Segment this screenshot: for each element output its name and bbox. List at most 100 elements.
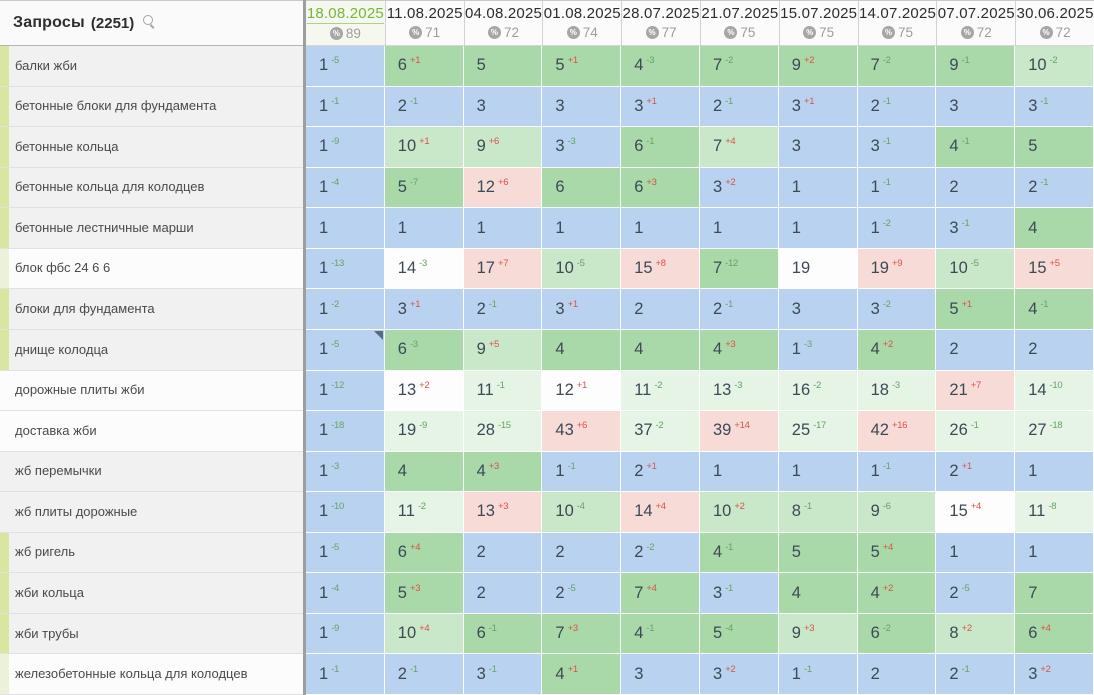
position-cell: 16 -2 <box>778 370 858 412</box>
position-value: 11 <box>1028 502 1046 521</box>
position-cell: 2 +1 <box>936 451 1016 493</box>
column-header: 18.08.2025% 89 <box>306 1 385 45</box>
keyword-cell[interactable]: бетонные кольца <box>0 127 303 168</box>
cell-corner-marker <box>373 330 383 340</box>
position-value: 3 <box>791 96 801 115</box>
queries-header: Запросы (2251) <box>0 0 303 46</box>
position-change: +1 <box>646 95 657 107</box>
position-value: 4 <box>634 340 644 359</box>
date-label[interactable]: 01.08.2025 <box>543 5 621 22</box>
position-cell: 1 -3 <box>306 451 385 493</box>
position-cell: 2 -5 <box>936 573 1016 614</box>
date-label[interactable]: 30.06.2025 <box>1016 5 1094 22</box>
position-cell: 1 -2 <box>857 208 937 249</box>
date-label[interactable]: 21.07.2025 <box>701 5 779 22</box>
position-value: 19 <box>397 421 417 440</box>
keyword-cell[interactable]: бетонные кольца для колодцев <box>0 167 303 209</box>
keyword-cell[interactable]: бетонные блоки для фундамента <box>0 86 303 128</box>
position-cell: 13 -3 <box>700 370 779 412</box>
position-value: 1 <box>791 340 801 359</box>
position-cell: 9 +6 <box>463 127 543 168</box>
search-icon[interactable] <box>143 14 156 28</box>
keyword-cell[interactable]: балки жби <box>0 46 303 87</box>
percent-icon: % <box>724 26 738 39</box>
position-value: 6 <box>397 340 407 359</box>
position-value: 42 <box>870 421 889 440</box>
percent-value: 75 <box>897 25 913 40</box>
percent-value: 89 <box>345 26 361 41</box>
position-value: 5 <box>476 56 486 75</box>
column-header: 21.07.2025% 75 <box>700 1 779 45</box>
position-cell: 7 -2 <box>700 46 779 87</box>
keyword-cell[interactable]: блоки для фундамента <box>0 289 303 330</box>
date-label[interactable]: 18.08.2025 <box>306 5 384 24</box>
position-change: -13 <box>331 258 345 270</box>
keyword-cell[interactable]: жб перемычки <box>0 451 303 493</box>
position-cell: 5 +4 <box>857 532 937 574</box>
position-change: +16 <box>891 420 908 432</box>
position-value: 39 <box>713 421 732 440</box>
position-value: 4 <box>1028 299 1038 318</box>
position-value: 4 <box>791 583 801 602</box>
position-value: 18 <box>870 380 889 399</box>
position-cell: 3 -1 <box>1015 86 1094 128</box>
position-change: +1 <box>803 95 815 107</box>
keyword-cell[interactable]: железобетонные кольца для колодцев <box>0 654 303 695</box>
position-change: -2 <box>417 501 426 513</box>
position-value: 1 <box>555 218 565 237</box>
position-cell: 11 -8 <box>1015 492 1094 533</box>
position-change: -1 <box>646 136 655 148</box>
date-label[interactable]: 11.08.2025 <box>386 5 463 22</box>
keyword-label: жби трубы <box>15 625 79 641</box>
position-cell: 6 +4 <box>384 532 464 574</box>
position-cell: 3 <box>542 86 622 128</box>
position-cell: 3 +1 <box>542 289 622 330</box>
position-value: 11 <box>397 502 415 521</box>
position-value: 2 <box>949 340 959 359</box>
keyword-cell[interactable]: днище колодца <box>0 329 303 371</box>
position-cell: 6 -3 <box>384 329 464 371</box>
position-cell: 4 -1 <box>1015 289 1094 330</box>
keyword-cell[interactable]: жби кольца <box>0 573 303 614</box>
visibility-percent: % 77 <box>645 25 677 40</box>
position-change: +3 <box>497 501 509 513</box>
position-change: +14 <box>734 420 750 432</box>
position-cell: 3 +2 <box>700 167 779 209</box>
position-cell: 3 -3 <box>542 127 622 168</box>
position-change: -2 <box>655 420 664 432</box>
percent-icon: % <box>1039 26 1053 39</box>
column-header: 30.06.2025% 72 <box>1015 1 1094 45</box>
keyword-cell[interactable]: жб ригель <box>0 532 303 574</box>
date-label[interactable]: 14.07.2025 <box>858 5 937 22</box>
position-cell: 5 <box>463 46 543 87</box>
position-cell: 1 -1 <box>306 654 385 695</box>
keyword-cell[interactable]: доставка жби <box>0 411 303 452</box>
date-label[interactable]: 07.07.2025 <box>937 5 1015 22</box>
position-value: 1 <box>319 502 329 521</box>
keyword-label: железобетонные кольца для колодцев <box>15 666 248 682</box>
position-value: 16 <box>791 380 811 399</box>
position-change: +5 <box>488 339 500 351</box>
position-change: -2 <box>813 379 822 391</box>
keyword-cell[interactable]: бетонные лестничные марши <box>0 208 303 249</box>
date-label[interactable]: 04.08.2025 <box>464 5 543 22</box>
position-value: 4 <box>870 583 880 602</box>
visibility-percent: % 75 <box>803 25 834 40</box>
position-value: 5 <box>949 299 959 318</box>
position-change: +2 <box>725 663 736 675</box>
keyword-cell[interactable]: жби трубы <box>0 613 303 655</box>
position-cell: 2 -1 <box>700 86 779 128</box>
position-cell: 3 -1 <box>700 573 779 614</box>
keyword-cell[interactable]: жб плиты дорожные <box>0 492 303 533</box>
keyword-cell[interactable]: дорожные плиты жби <box>0 370 303 412</box>
position-value: 5 <box>870 543 880 562</box>
column-header: 04.08.2025% 72 <box>463 1 543 45</box>
position-cell: 1 <box>621 208 700 249</box>
keyword-label: жб ригель <box>15 544 76 560</box>
date-label[interactable]: 15.07.2025 <box>780 5 858 22</box>
position-cell: 8 +2 <box>936 613 1016 655</box>
position-change: -3 <box>803 339 812 351</box>
position-value: 11 <box>634 380 652 399</box>
keyword-cell[interactable]: блок фбс 24 6 6 <box>0 248 303 290</box>
date-label[interactable]: 28.07.2025 <box>622 5 700 22</box>
